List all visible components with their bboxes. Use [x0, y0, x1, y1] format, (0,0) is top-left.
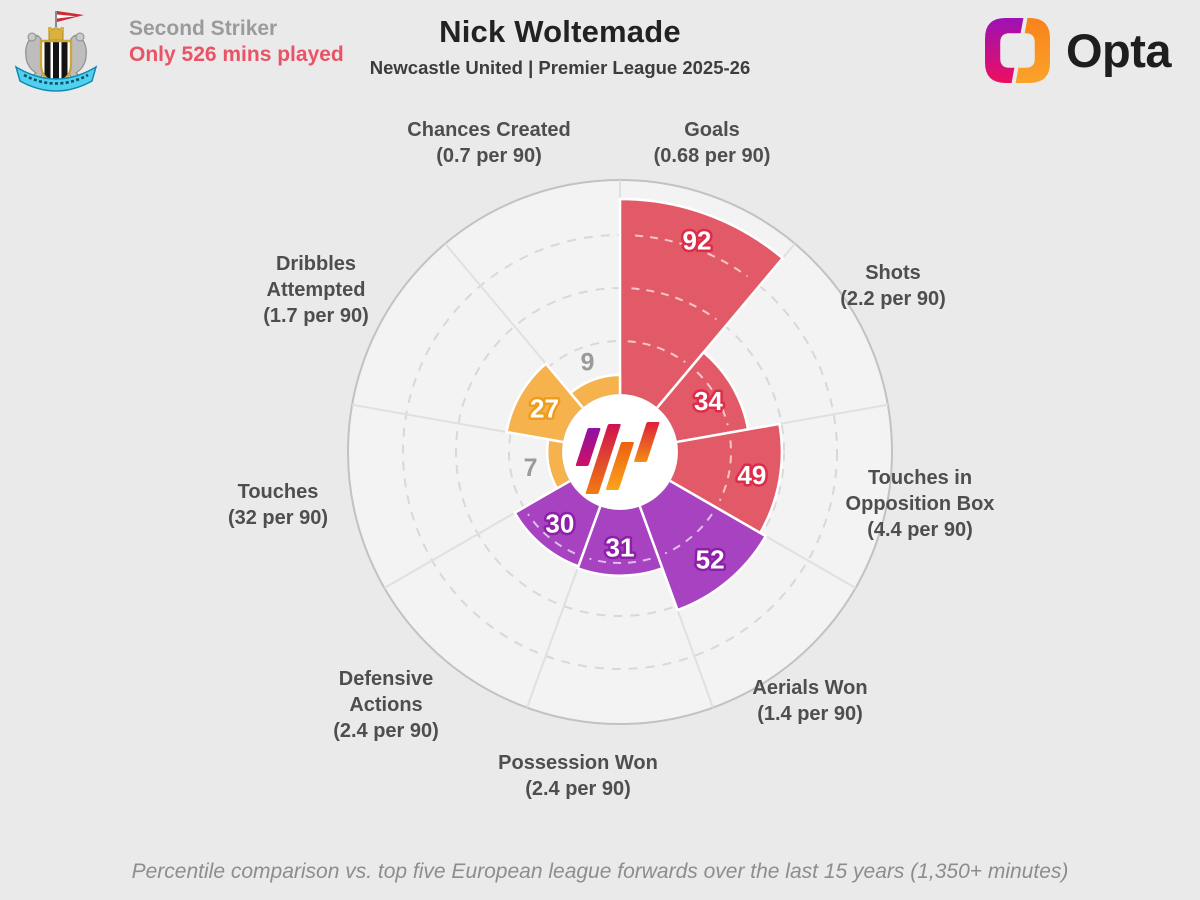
stat-name: Aerials Won: [752, 677, 868, 699]
page-title: Nick Woltemade: [439, 14, 681, 49]
value-label-possession-won: 31: [606, 533, 635, 563]
stat-name: Chances Created: [407, 119, 571, 141]
stat-per90: (2.4 per 90): [333, 720, 439, 742]
stat-per90: (1.7 per 90): [263, 305, 369, 327]
stat-per90: (2.4 per 90): [525, 778, 631, 800]
axis-label-touches: Touches (32 per 90): [193, 479, 363, 531]
stat-per90: (1.4 per 90): [757, 703, 863, 725]
stat-per90: (2.2 per 90): [840, 288, 946, 310]
wedge-possession-won: [576, 450, 664, 577]
value-label-aerials-won: 52: [696, 544, 725, 574]
axis-label-dribbles-attempted: Dribbles Attempted (1.7 per 90): [254, 251, 379, 329]
crest-motto-marks: [23, 73, 89, 85]
opta-logo-icon: [985, 18, 1050, 83]
value-label-goals: 92: [683, 226, 712, 256]
percentile-pizza-chart: 92 34 49 52 31 307 27 9: [347, 179, 893, 725]
title-block: Nick Woltemade Newcastle United | Premie…: [370, 14, 751, 79]
crest-ribbon: [14, 65, 98, 92]
stat-name: Defensive Actions: [338, 668, 434, 716]
footer-note: Percentile comparison vs. top five Europ…: [131, 860, 1069, 883]
stat-name: Touches: [237, 481, 319, 503]
value-label-chances-created: 9: [581, 349, 595, 377]
wedge-goals: [618, 197, 784, 454]
minutes-played-note: Only 526 mins played: [129, 43, 344, 66]
page-subtitle: Newcastle United | Premier League 2025-2…: [369, 57, 751, 78]
stat-per90: (0.68 per 90): [653, 145, 771, 167]
value-label-touches: 7: [524, 454, 538, 482]
stat-name: Touches in Opposition Box: [845, 467, 995, 515]
value-label-defensive-actions: 30: [545, 509, 574, 539]
newcastle-united-crest-icon: [14, 11, 98, 92]
stat-per90: (0.7 per 90): [436, 145, 542, 167]
player-role-block: Second Striker Only 526 mins played: [129, 16, 344, 68]
value-label-touches-in-opposition-box: 49: [737, 460, 766, 490]
value-label-dribbles-attempted: 27: [530, 393, 559, 423]
opta-brand: Opta: [984, 17, 1172, 84]
axis-label-goals: Goals (0.68 per 90): [612, 117, 812, 169]
opta-analyst-logo-icon: [575, 422, 660, 494]
axis-label-shots: Shots (2.2 per 90): [808, 260, 978, 312]
stat-name: Possession Won: [498, 752, 658, 774]
stat-per90: (32 per 90): [227, 507, 329, 529]
axis-label-aerials-won: Aerials Won (1.4 per 90): [715, 675, 905, 727]
axis-label-touches-in-opposition-box: Touches in Opposition Box (4.4 per 90): [843, 465, 998, 543]
role-label: Second Striker: [129, 17, 278, 40]
axis-label-defensive-actions: Defensive Actions (2.4 per 90): [324, 666, 449, 744]
axis-label-chances-created: Chances Created (0.7 per 90): [384, 117, 594, 169]
stat-name: Shots: [865, 262, 921, 284]
stat-name: Goals: [684, 119, 740, 141]
opta-wordmark: Opta: [1066, 24, 1172, 77]
stat-per90: (4.4 per 90): [867, 519, 973, 541]
value-label-shots: 34: [694, 386, 723, 416]
axis-label-possession-won: Possession Won (2.4 per 90): [463, 750, 693, 802]
stat-name: Dribbles Attempted: [266, 253, 366, 301]
